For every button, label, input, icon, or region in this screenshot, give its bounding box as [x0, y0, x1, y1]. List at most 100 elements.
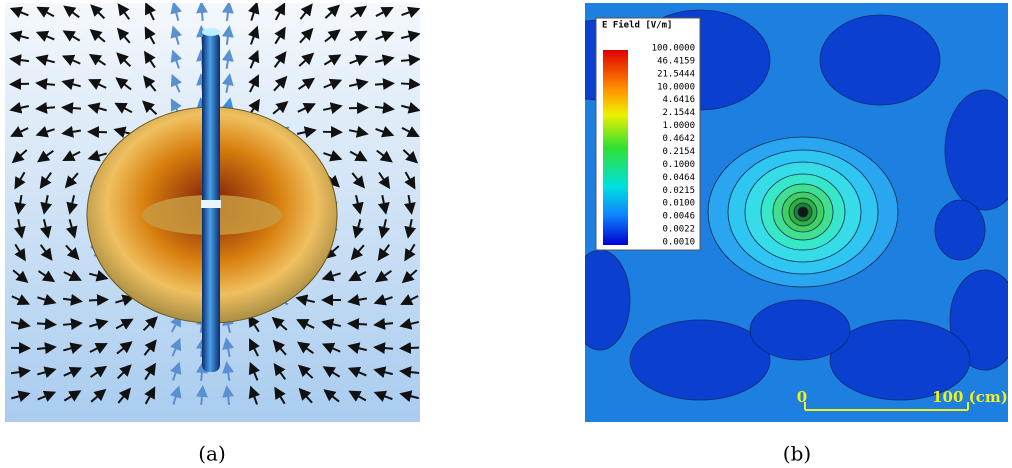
field-arrow: [321, 269, 341, 282]
field-arrow: [401, 269, 418, 284]
field-arrow: [63, 390, 82, 402]
field-arrow: [401, 6, 420, 18]
field-arrow: [377, 194, 390, 215]
field-arrow: [400, 77, 420, 90]
legend-label: 0.0215: [662, 186, 695, 196]
legend-label: 0.0010: [662, 238, 695, 248]
field-arrow: [378, 219, 391, 239]
field-arrow: [247, 3, 260, 21]
field-arrow: [399, 341, 420, 354]
field-arrow: [90, 388, 107, 403]
field-arrow: [404, 243, 416, 262]
field-arrow: [323, 389, 340, 403]
field-arrow: [35, 101, 56, 114]
field-arrow: [62, 293, 83, 306]
legend-label: 0.0100: [662, 199, 695, 209]
field-arrow: [399, 366, 420, 379]
legend-label: 46.4159: [657, 56, 695, 66]
legend-label: 4.6416: [662, 95, 695, 105]
field-arrow: [116, 364, 132, 380]
field-arrow: [35, 54, 55, 67]
field-contour: [797, 206, 809, 218]
field-arrow: [350, 244, 365, 261]
field-arrow: [143, 339, 157, 356]
field-arrow: [40, 194, 53, 215]
field-arrow: [116, 341, 133, 355]
low-field-region: [749, 299, 851, 361]
field-arrow: [63, 270, 82, 281]
field-arrow: [271, 316, 288, 331]
legend-label: 10.0000: [657, 82, 695, 92]
low-field-region: [944, 89, 1008, 211]
field-arrow: [373, 317, 394, 330]
field-arrow: [299, 27, 314, 44]
legend-label: 0.0022: [662, 225, 695, 235]
field-arrow: [10, 126, 29, 137]
field-arrow: [274, 3, 286, 21]
field-arrow: [350, 5, 368, 18]
field-arrow: [37, 293, 57, 306]
field-arrow: [88, 294, 109, 307]
field-arrow: [35, 30, 55, 42]
field-arrow: [36, 342, 57, 355]
field-arrow: [11, 294, 31, 306]
field-arrow: [323, 54, 342, 66]
field-arrow: [273, 75, 288, 92]
field-arrow: [375, 126, 395, 138]
field-arrow: [63, 366, 83, 378]
legend-label: 0.0464: [662, 173, 695, 183]
field-arrow: [64, 172, 79, 189]
field-arrow: [116, 52, 132, 68]
field-arrow: [375, 270, 392, 283]
field-arrow: [348, 125, 369, 138]
field-arrow: [14, 194, 27, 215]
legend-title: E Field [V/m]: [602, 20, 672, 31]
field-arrow: [376, 149, 393, 163]
field-arrow: [9, 30, 29, 43]
panel-b: [585, 3, 1008, 422]
field-arrow: [373, 366, 393, 379]
field-arrow: [221, 3, 234, 22]
field-arrow: [349, 78, 369, 91]
field-arrow: [249, 338, 260, 357]
caption: (b): [783, 442, 811, 466]
field-arrow: [88, 79, 107, 90]
field-arrow: [373, 294, 393, 306]
field-arrow: [145, 3, 156, 21]
legend-label: 1.0000: [662, 121, 695, 131]
field-arrow: [196, 3, 209, 22]
field-arrow: [221, 73, 234, 94]
field-arrow: [170, 361, 182, 381]
field-arrow: [63, 342, 83, 355]
field-arrow: [374, 101, 395, 114]
field-arrow: [378, 171, 391, 190]
field-arrow: [248, 49, 260, 69]
field-arrow: [88, 53, 107, 66]
field-arrow: [89, 318, 109, 331]
low-field-region: [934, 199, 986, 261]
field-arrow: [144, 362, 156, 381]
field-arrow: [61, 102, 82, 115]
field-arrow: [117, 3, 131, 20]
field-arrow: [348, 102, 369, 115]
field-arrow: [37, 390, 57, 402]
field-arrow: [14, 171, 26, 190]
field-arrow: [377, 244, 391, 261]
field-arrow: [35, 125, 55, 138]
field-arrow: [142, 100, 158, 115]
field-arrow: [349, 54, 369, 66]
field-arrow: [9, 101, 29, 114]
field-arrow: [89, 28, 106, 43]
field-arrow: [248, 361, 260, 381]
field-arrow: [373, 342, 394, 355]
field-arrow: [347, 318, 368, 331]
field-arrow: [14, 243, 26, 262]
field-arrow: [63, 5, 80, 19]
field-arrow: [295, 294, 315, 307]
field-arrow: [11, 390, 31, 403]
field-arrow: [400, 54, 420, 67]
color-bar: [603, 50, 628, 245]
low-field-region: [629, 319, 771, 401]
field-arrow: [35, 78, 56, 91]
